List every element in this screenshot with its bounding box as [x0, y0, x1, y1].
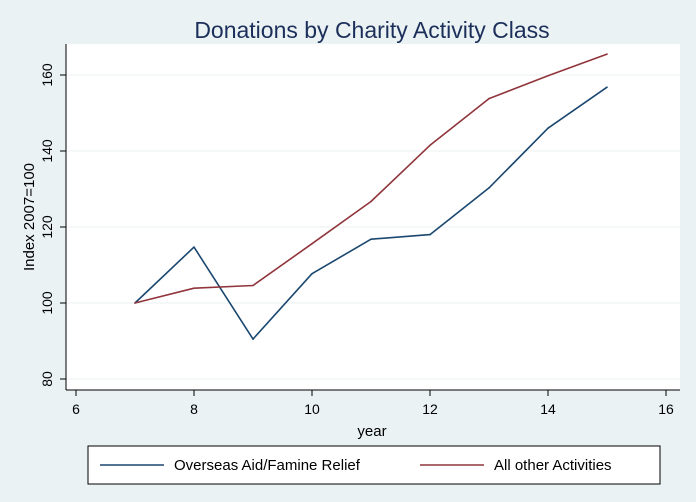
data-point [547, 127, 549, 129]
y-tick-label: 80 [39, 371, 55, 387]
data-point [606, 86, 608, 88]
legend: Overseas Aid/Famine Relief All other Acti… [100, 457, 612, 474]
gridlines [66, 74, 680, 380]
y-tick-label: 120 [39, 215, 55, 239]
legend-label-2: All other Activities [494, 457, 612, 474]
legend-box [87, 445, 661, 485]
data-point [193, 246, 195, 248]
data-point [193, 287, 195, 289]
y-axis-ticks: 80 100 120 140 160 [39, 63, 66, 387]
data-point [370, 200, 372, 203]
data-point [547, 74, 549, 77]
y-tick-label: 100 [39, 291, 55, 315]
y-tick-label: 160 [39, 63, 55, 87]
plot-area [66, 44, 680, 390]
data-point [429, 233, 431, 236]
data-point [488, 97, 490, 100]
chart-title: Donations by Charity Activity Class [194, 17, 549, 43]
series-lines [134, 53, 608, 340]
data-point [252, 284, 254, 287]
x-tick-label: 8 [190, 401, 198, 417]
data-point [370, 238, 372, 240]
y-tick-label: 140 [39, 139, 55, 163]
data-point [606, 53, 608, 55]
data-point [252, 338, 254, 340]
x-tick-label: 6 [72, 401, 80, 417]
x-tick-label: 12 [422, 401, 438, 417]
x-axis-label: year [357, 423, 386, 440]
x-tick-label: 10 [304, 401, 320, 417]
x-tick-label: 14 [540, 401, 556, 417]
data-point [488, 187, 490, 189]
x-axis-ticks: 6 8 10 12 14 16 [72, 390, 674, 417]
data-point [311, 242, 313, 245]
data-point [311, 272, 313, 275]
data-point [429, 144, 431, 147]
data-point [134, 302, 136, 304]
x-tick-label: 16 [658, 401, 674, 417]
legend-label-1: Overseas Aid/Famine Relief [174, 457, 361, 474]
y-axis-label: Index 2007=100 [21, 163, 38, 271]
